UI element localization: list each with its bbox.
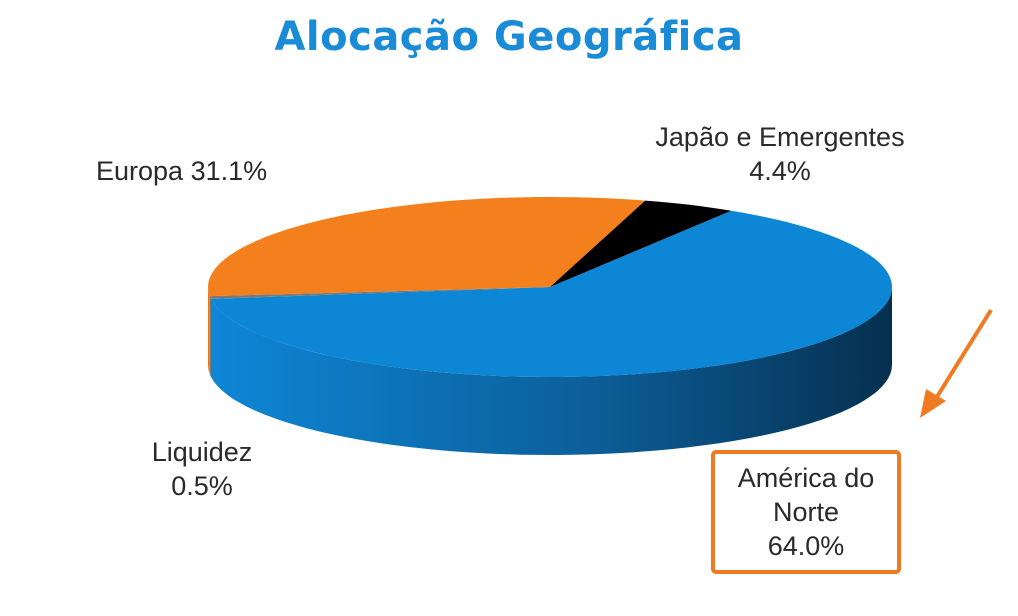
label-europa: Europa 31.1% bbox=[96, 156, 268, 186]
label-america-line1: América do bbox=[737, 463, 875, 493]
label-liquidez-name: Liquidez bbox=[151, 437, 253, 467]
label-japao-name: Japão e Emergentes bbox=[655, 122, 905, 152]
label-liquidez: Liquidez 0.5% bbox=[132, 435, 272, 503]
label-japao: Japão e Emergentes 4.4% bbox=[640, 120, 920, 188]
label-america-line2: Norte bbox=[772, 497, 840, 527]
pie-slice-europa bbox=[208, 197, 646, 297]
chart-title: Alocação Geográfica bbox=[274, 14, 744, 60]
pie-side-am-rica-do-norte bbox=[211, 287, 892, 455]
label-japao-value: 4.4% bbox=[749, 156, 811, 186]
highlight-box bbox=[711, 450, 901, 574]
pie-slice-jap-o-e-emergentes bbox=[550, 200, 732, 287]
pie-side-liquidez bbox=[209, 296, 211, 377]
label-america-value: 64.0% bbox=[767, 531, 845, 561]
pie-slice-am-rica-do-norte bbox=[211, 210, 892, 377]
pie-side-europa bbox=[208, 287, 210, 375]
label-america: América do Norte 64.0% bbox=[713, 461, 899, 563]
arrow-icon bbox=[920, 308, 993, 418]
label-liquidez-value: 0.5% bbox=[171, 471, 233, 501]
pie-slice-liquidez bbox=[209, 287, 551, 299]
